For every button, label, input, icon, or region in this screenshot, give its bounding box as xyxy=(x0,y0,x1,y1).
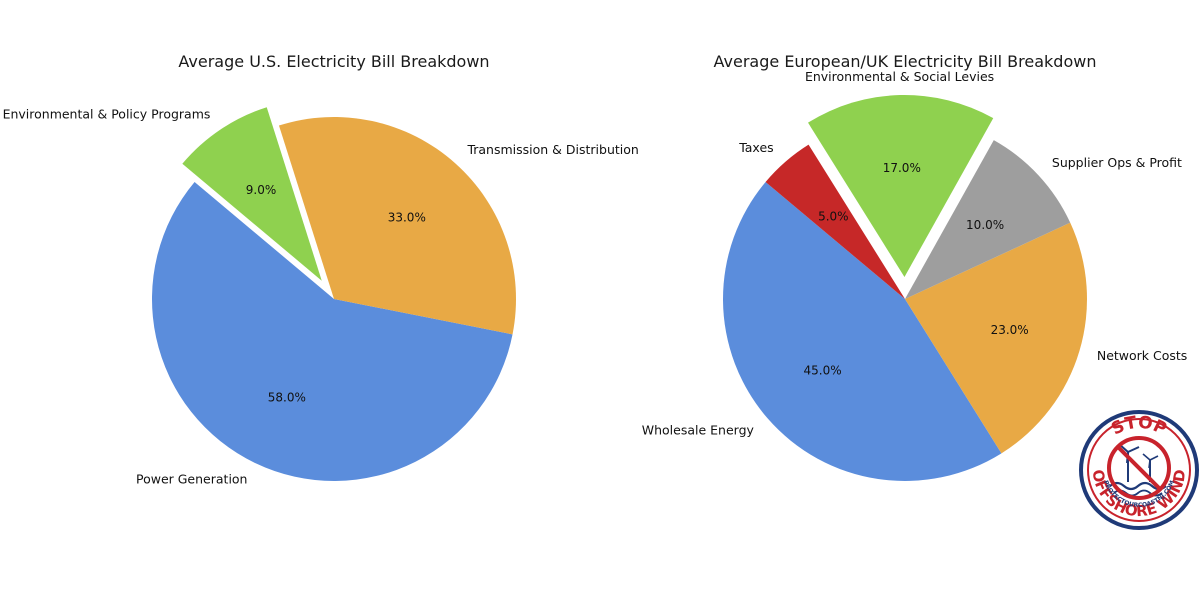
us-slice-environmental-and-policy-programs xyxy=(182,107,322,281)
us-pie-chart: Average U.S. Electricity Bill Breakdown … xyxy=(3,52,639,487)
us-value-label-transmission-and-distribution: 33.0% xyxy=(388,211,426,225)
eu-value-label-wholesale-energy: 45.0% xyxy=(804,364,842,378)
eu-pie-labels: 45.0% Wholesale Energy 23.0% Network Costs 1… xyxy=(642,69,1188,437)
eu-slice-environmental-and-social-levies xyxy=(808,95,994,278)
eu-chart-title: Average European/UK Electricity Bill Bre… xyxy=(714,52,1097,71)
us-chart-title: Average U.S. Electricity Bill Breakdown xyxy=(178,52,489,71)
badge-inner-ring xyxy=(1087,418,1191,522)
eu-slice-supplier-ops-and-profit xyxy=(905,140,1071,299)
eu-value-label-environmental-and-social-levies: 17.0% xyxy=(883,161,921,175)
eu-slice-wholesale-energy xyxy=(722,182,1002,482)
eu-pie-slices xyxy=(722,95,1087,482)
us-category-label-environmental-and-policy-programs: Environmental & Policy Programs xyxy=(3,106,211,121)
eu-slice-network-costs xyxy=(905,222,1087,454)
eu-category-label-taxes: Taxes xyxy=(738,140,773,155)
us-value-label-power-generation: 58.0% xyxy=(268,390,306,404)
wave-icon xyxy=(1109,481,1167,491)
us-slice-transmission-and-distribution xyxy=(278,117,516,335)
eu-value-label-network-costs: 23.0% xyxy=(991,323,1029,337)
us-slice-power-generation xyxy=(151,182,513,482)
us-category-label-transmission-and-distribution: Transmission & Distribution xyxy=(466,142,638,157)
eu-category-label-network-costs: Network Costs xyxy=(1097,348,1187,363)
prohibition-icon xyxy=(1107,436,1171,500)
eu-category-label-environmental-and-social-levies: Environmental & Social Levies xyxy=(805,69,994,84)
eu-pie-chart: Average European/UK Electricity Bill Bre… xyxy=(642,52,1188,482)
eu-slice-taxes xyxy=(765,144,905,299)
stop-offshore-wind-badge: STOP OFFSHORE WIND PROTECTOURCOASTNJ.COM xyxy=(1079,410,1199,530)
us-pie-labels: 58.0% Power Generation 33.0% Transmission &… xyxy=(3,106,639,486)
eu-value-label-taxes: 5.0% xyxy=(818,210,849,224)
us-category-label-power-generation: Power Generation xyxy=(136,472,248,487)
us-pie-slices xyxy=(151,107,516,482)
eu-category-label-supplier-ops-and-profit: Supplier Ops & Profit xyxy=(1052,155,1182,170)
eu-value-label-supplier-ops-and-profit: 10.0% xyxy=(966,218,1004,232)
eu-category-label-wholesale-energy: Wholesale Energy xyxy=(642,422,755,437)
us-value-label-environmental-and-policy-programs: 9.0% xyxy=(246,183,277,197)
